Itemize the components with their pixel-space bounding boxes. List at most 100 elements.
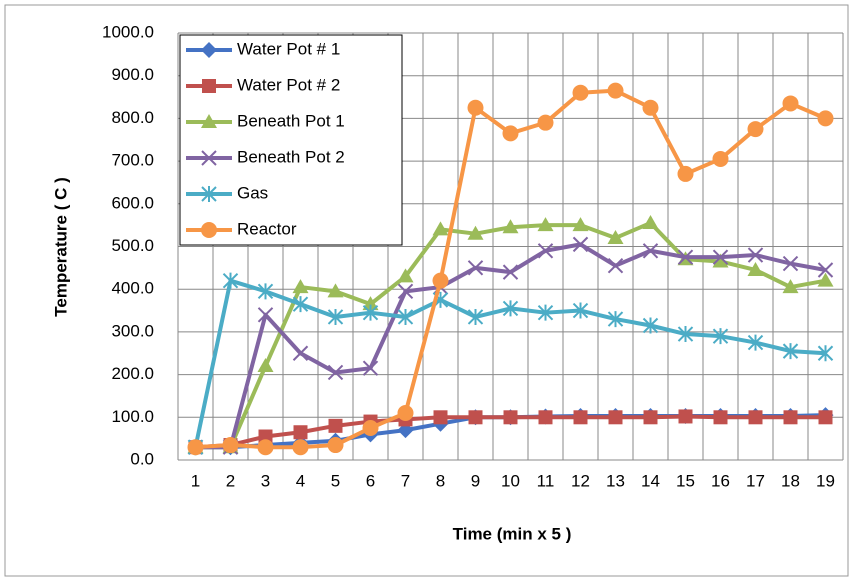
marker: [327, 364, 344, 381]
marker: [747, 334, 764, 351]
x-tick-label: 10: [501, 471, 520, 490]
marker: [607, 229, 624, 244]
marker: [222, 437, 239, 454]
marker: [747, 121, 764, 138]
marker: [397, 405, 414, 422]
x-tick-label: 12: [571, 471, 590, 490]
x-tick-label: 6: [366, 471, 375, 490]
marker: [537, 217, 554, 232]
marker: [782, 279, 799, 294]
x-tick-label: 8: [436, 471, 445, 490]
marker: [467, 225, 484, 240]
y-tick-label: 500.0: [111, 236, 154, 255]
marker: [642, 317, 659, 334]
x-tick-label: 2: [226, 471, 235, 490]
marker: [327, 308, 344, 325]
marker: [677, 326, 694, 343]
marker: [397, 268, 414, 283]
marker: [257, 283, 274, 300]
marker: [362, 304, 379, 321]
marker: [187, 439, 204, 456]
marker: [642, 99, 659, 116]
marker: [432, 221, 449, 236]
x-tick-label: 11: [537, 471, 555, 490]
marker: [201, 150, 217, 166]
marker: [292, 279, 309, 294]
legend-label: Reactor: [237, 219, 297, 238]
marker: [292, 439, 309, 456]
marker: [643, 410, 658, 425]
marker: [327, 283, 344, 298]
x-tick-label: 18: [781, 471, 800, 490]
y-tick-label: 700.0: [111, 151, 154, 170]
marker: [713, 410, 728, 425]
marker: [747, 247, 764, 263]
x-tick-label: 5: [331, 471, 340, 490]
marker: [201, 186, 217, 202]
marker: [538, 410, 553, 425]
marker: [748, 410, 763, 425]
x-tick-label: 1: [191, 471, 200, 490]
marker: [468, 410, 483, 425]
legend-label: Water Pot # 1: [237, 39, 340, 58]
marker: [201, 222, 217, 238]
marker: [783, 410, 798, 425]
marker: [397, 308, 414, 325]
marker: [292, 345, 309, 361]
y-axis-title: Temperature ( C ): [51, 177, 70, 317]
marker: [201, 114, 217, 128]
y-tick-label: 200.0: [111, 364, 154, 383]
x-tick-label: 19: [816, 471, 835, 490]
y-tick-label: 800.0: [111, 108, 154, 127]
y-tick-label: 0.0: [130, 449, 154, 468]
marker: [782, 255, 799, 272]
marker: [362, 419, 379, 436]
marker: [537, 243, 554, 259]
y-tick-label: 100.0: [111, 407, 154, 426]
marker: [607, 258, 624, 274]
marker: [362, 296, 379, 311]
legend-label: Beneath Pot 2: [237, 147, 345, 166]
marker: [572, 302, 589, 319]
x-tick-label: 4: [296, 471, 305, 490]
y-tick-label: 300.0: [111, 321, 154, 340]
x-tick-label: 3: [261, 471, 270, 490]
marker: [572, 84, 589, 101]
marker: [467, 260, 484, 276]
marker: [642, 215, 659, 230]
marker: [817, 272, 834, 287]
marker: [677, 165, 694, 182]
x-tick-label: 16: [711, 471, 730, 490]
marker: [537, 304, 554, 321]
marker: [257, 307, 274, 323]
marker: [502, 125, 519, 142]
x-tick-label: 13: [606, 471, 625, 490]
marker: [712, 249, 729, 265]
y-tick-label: 1000.0: [102, 22, 154, 41]
x-tick-label: 14: [641, 471, 660, 490]
marker: [222, 272, 239, 289]
marker: [201, 42, 217, 58]
marker: [503, 410, 518, 425]
marker: [202, 79, 216, 93]
legend-box: [179, 34, 403, 246]
y-tick-label: 900.0: [111, 65, 154, 84]
marker: [782, 95, 799, 112]
x-tick-label: 15: [676, 471, 695, 490]
marker: [467, 308, 484, 325]
marker: [678, 409, 693, 424]
marker: [677, 249, 694, 265]
x-tick-label: 9: [471, 471, 480, 490]
marker: [712, 328, 729, 345]
marker: [572, 217, 589, 232]
marker: [397, 283, 414, 300]
marker: [502, 219, 519, 234]
legend-label: Gas: [237, 183, 268, 202]
marker: [573, 410, 588, 425]
marker: [572, 236, 589, 253]
marker: [362, 360, 379, 376]
marker: [293, 425, 308, 440]
marker: [608, 410, 623, 425]
y-tick-label: 600.0: [111, 193, 154, 212]
legend-label: Beneath Pot 1: [237, 111, 345, 130]
